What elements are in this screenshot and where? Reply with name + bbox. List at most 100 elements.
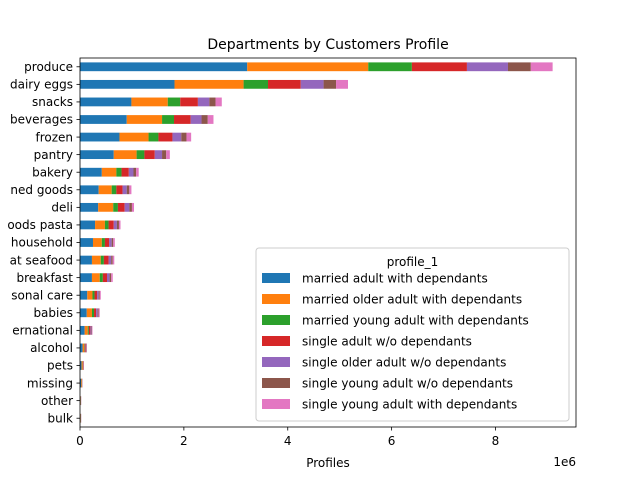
bar-meat-seafood-single-young-adult-w-o-dependants <box>111 256 113 265</box>
bar-personal-care-single-older-adult-w-o-dependants <box>97 291 99 300</box>
bar-breakfast-married-young-adult-with-dependants <box>100 273 103 282</box>
legend-swatch-married-adult-with-dependants <box>262 273 290 283</box>
y-tick-label-produce: produce <box>24 60 73 74</box>
legend-swatch-married-older-adult-with-dependants <box>262 294 290 304</box>
bar-alcohol-single-adult-w-o-dependants <box>85 344 86 353</box>
y-tick-label-meat-seafood: at seafood <box>10 253 73 267</box>
y-tick-label-deli: deli <box>51 201 73 215</box>
bar-babies-married-older-adult-with-dependants <box>87 308 92 317</box>
legend-label-single-young-adult-with-dependants: single young adult with dependants <box>302 398 517 412</box>
bar-meat-seafood-single-older-adult-w-o-dependants <box>109 256 112 265</box>
bar-beverages-single-young-adult-with-dependants <box>208 115 214 124</box>
bar-dry-goods-pasta-single-young-adult-with-dependants <box>119 221 121 230</box>
bar-bakery-single-older-adult-w-o-dependants <box>129 168 134 177</box>
legend-label-single-older-adult-w-o-dependants: single older adult w/o dependants <box>302 356 506 370</box>
bar-alcohol-single-young-adult-w-o-dependants <box>86 344 87 353</box>
bar-household-single-young-adult-w-o-dependants <box>112 238 114 247</box>
y-tick-label-dairy-eggs: dairy eggs <box>10 78 73 92</box>
bar-deli-single-older-adult-w-o-dependants <box>125 203 130 212</box>
bar-dry-goods-pasta-married-older-adult-with-dependants <box>95 221 105 230</box>
bar-household-single-young-adult-with-dependants <box>113 238 115 247</box>
y-tick-label-pantry: pantry <box>34 148 73 162</box>
bar-dairy-eggs-single-adult-w-o-dependants <box>268 80 301 89</box>
y-tick-label-personal-care: sonal care <box>11 288 73 302</box>
x-tick-label-2: 2 <box>180 434 188 448</box>
bar-frozen-married-older-adult-with-dependants <box>119 133 148 142</box>
bar-international-married-older-adult-with-dependants <box>85 326 88 335</box>
bar-breakfast-single-young-adult-w-o-dependants <box>110 273 112 282</box>
bar-babies-single-adult-w-o-dependants <box>94 308 96 317</box>
y-tick-label-snacks: snacks <box>32 95 73 109</box>
legend-swatch-single-older-adult-w-o-dependants <box>262 357 290 367</box>
bar-produce-married-young-adult-with-dependants <box>368 62 412 71</box>
y-tick-label-babies: babies <box>33 306 73 320</box>
bar-alcohol-married-young-adult-with-dependants <box>84 344 85 353</box>
bar-international-married-young-adult-with-dependants <box>88 326 89 335</box>
bar-breakfast-single-young-adult-with-dependants <box>111 273 113 282</box>
bar-bakery-single-young-adult-w-o-dependants <box>133 168 136 177</box>
bar-household-single-older-adult-w-o-dependants <box>109 238 112 247</box>
bar-babies-married-young-adult-with-dependants <box>92 308 94 317</box>
legend-label-married-young-adult-with-dependants: married young adult with dependants <box>302 314 529 328</box>
y-tick-label-pets: pets <box>47 359 73 373</box>
bar-international-single-young-adult-with-dependants <box>92 326 93 335</box>
bar-dry-goods-pasta-married-young-adult-with-dependants <box>105 221 109 230</box>
legend-swatch-married-young-adult-with-dependants <box>262 315 290 325</box>
x-tick-label-0: 0 <box>76 434 84 448</box>
y-tick-label-frozen: frozen <box>35 130 73 144</box>
bar-snacks-single-older-adult-w-o-dependants <box>198 98 209 107</box>
y-tick-label-breakfast: breakfast <box>16 271 73 285</box>
bar-dry-goods-pasta-single-adult-w-o-dependants <box>109 221 114 230</box>
bar-snacks-married-older-adult-with-dependants <box>131 98 167 107</box>
bar-frozen-single-adult-w-o-dependants <box>158 133 172 142</box>
bar-missing-married-older-adult-with-dependants <box>81 379 82 388</box>
legend-label-married-older-adult-with-dependants: married older adult with dependants <box>302 293 522 307</box>
bar-deli-married-young-adult-with-dependants <box>113 203 118 212</box>
bar-international-single-young-adult-w-o-dependants <box>91 326 92 335</box>
bar-personal-care-married-adult-with-dependants <box>80 291 87 300</box>
y-tick-label-household: household <box>11 236 73 250</box>
y-tick-label-bulk: bulk <box>47 411 73 425</box>
bar-dairy-eggs-married-older-adult-with-dependants <box>175 80 244 89</box>
chart-title: Departments by Customers Profile <box>207 37 448 53</box>
bar-babies-married-adult-with-dependants <box>80 308 87 317</box>
bar-canned-goods-married-young-adult-with-dependants <box>112 185 117 194</box>
bar-frozen-married-young-adult-with-dependants <box>149 133 159 142</box>
bar-pantry-single-adult-w-o-dependants <box>144 150 154 159</box>
y-tick-label-international: ernational <box>12 324 73 338</box>
bar-pets-married-older-adult-with-dependants <box>82 361 83 370</box>
bar-snacks-married-adult-with-dependants <box>80 98 131 107</box>
bar-produce-single-young-adult-w-o-dependants <box>508 62 531 71</box>
bar-personal-care-married-young-adult-with-dependants <box>92 291 94 300</box>
bar-beverages-single-older-adult-w-o-dependants <box>191 115 202 124</box>
bar-breakfast-married-older-adult-with-dependants <box>92 273 100 282</box>
y-tick-label-beverages: beverages <box>10 113 73 127</box>
bar-deli-single-young-adult-w-o-dependants <box>129 203 132 212</box>
bar-dry-goods-pasta-married-adult-with-dependants <box>80 221 95 230</box>
legend-title: profile_1 <box>387 255 439 269</box>
bar-meat-seafood-married-older-adult-with-dependants <box>92 256 101 265</box>
bar-frozen-single-young-adult-with-dependants <box>186 133 191 142</box>
bar-canned-goods-single-older-adult-w-o-dependants <box>123 185 127 194</box>
bar-household-married-adult-with-dependants <box>80 238 93 247</box>
bar-alcohol-married-older-adult-with-dependants <box>83 344 85 353</box>
legend-swatch-single-adult-w-o-dependants <box>262 336 290 346</box>
bar-personal-care-single-young-adult-with-dependants <box>100 291 101 300</box>
bar-international-single-older-adult-w-o-dependants <box>90 326 91 335</box>
bar-dry-goods-pasta-single-older-adult-w-o-dependants <box>114 221 117 230</box>
bar-canned-goods-married-older-adult-with-dependants <box>99 185 112 194</box>
bar-alcohol-single-older-adult-w-o-dependants <box>86 344 87 353</box>
bar-produce-single-older-adult-w-o-dependants <box>467 62 508 71</box>
bar-household-single-adult-w-o-dependants <box>105 238 109 247</box>
bar-produce-single-adult-w-o-dependants <box>412 62 467 71</box>
bar-pantry-single-young-adult-with-dependants <box>166 150 170 159</box>
legend-swatch-single-young-adult-with-dependants <box>262 399 290 409</box>
bar-snacks-single-young-adult-with-dependants <box>216 98 222 107</box>
bar-pantry-single-young-adult-w-o-dependants <box>162 150 166 159</box>
bar-pantry-single-older-adult-w-o-dependants <box>155 150 162 159</box>
bar-frozen-married-adult-with-dependants <box>80 133 119 142</box>
bar-deli-single-young-adult-with-dependants <box>132 203 134 212</box>
